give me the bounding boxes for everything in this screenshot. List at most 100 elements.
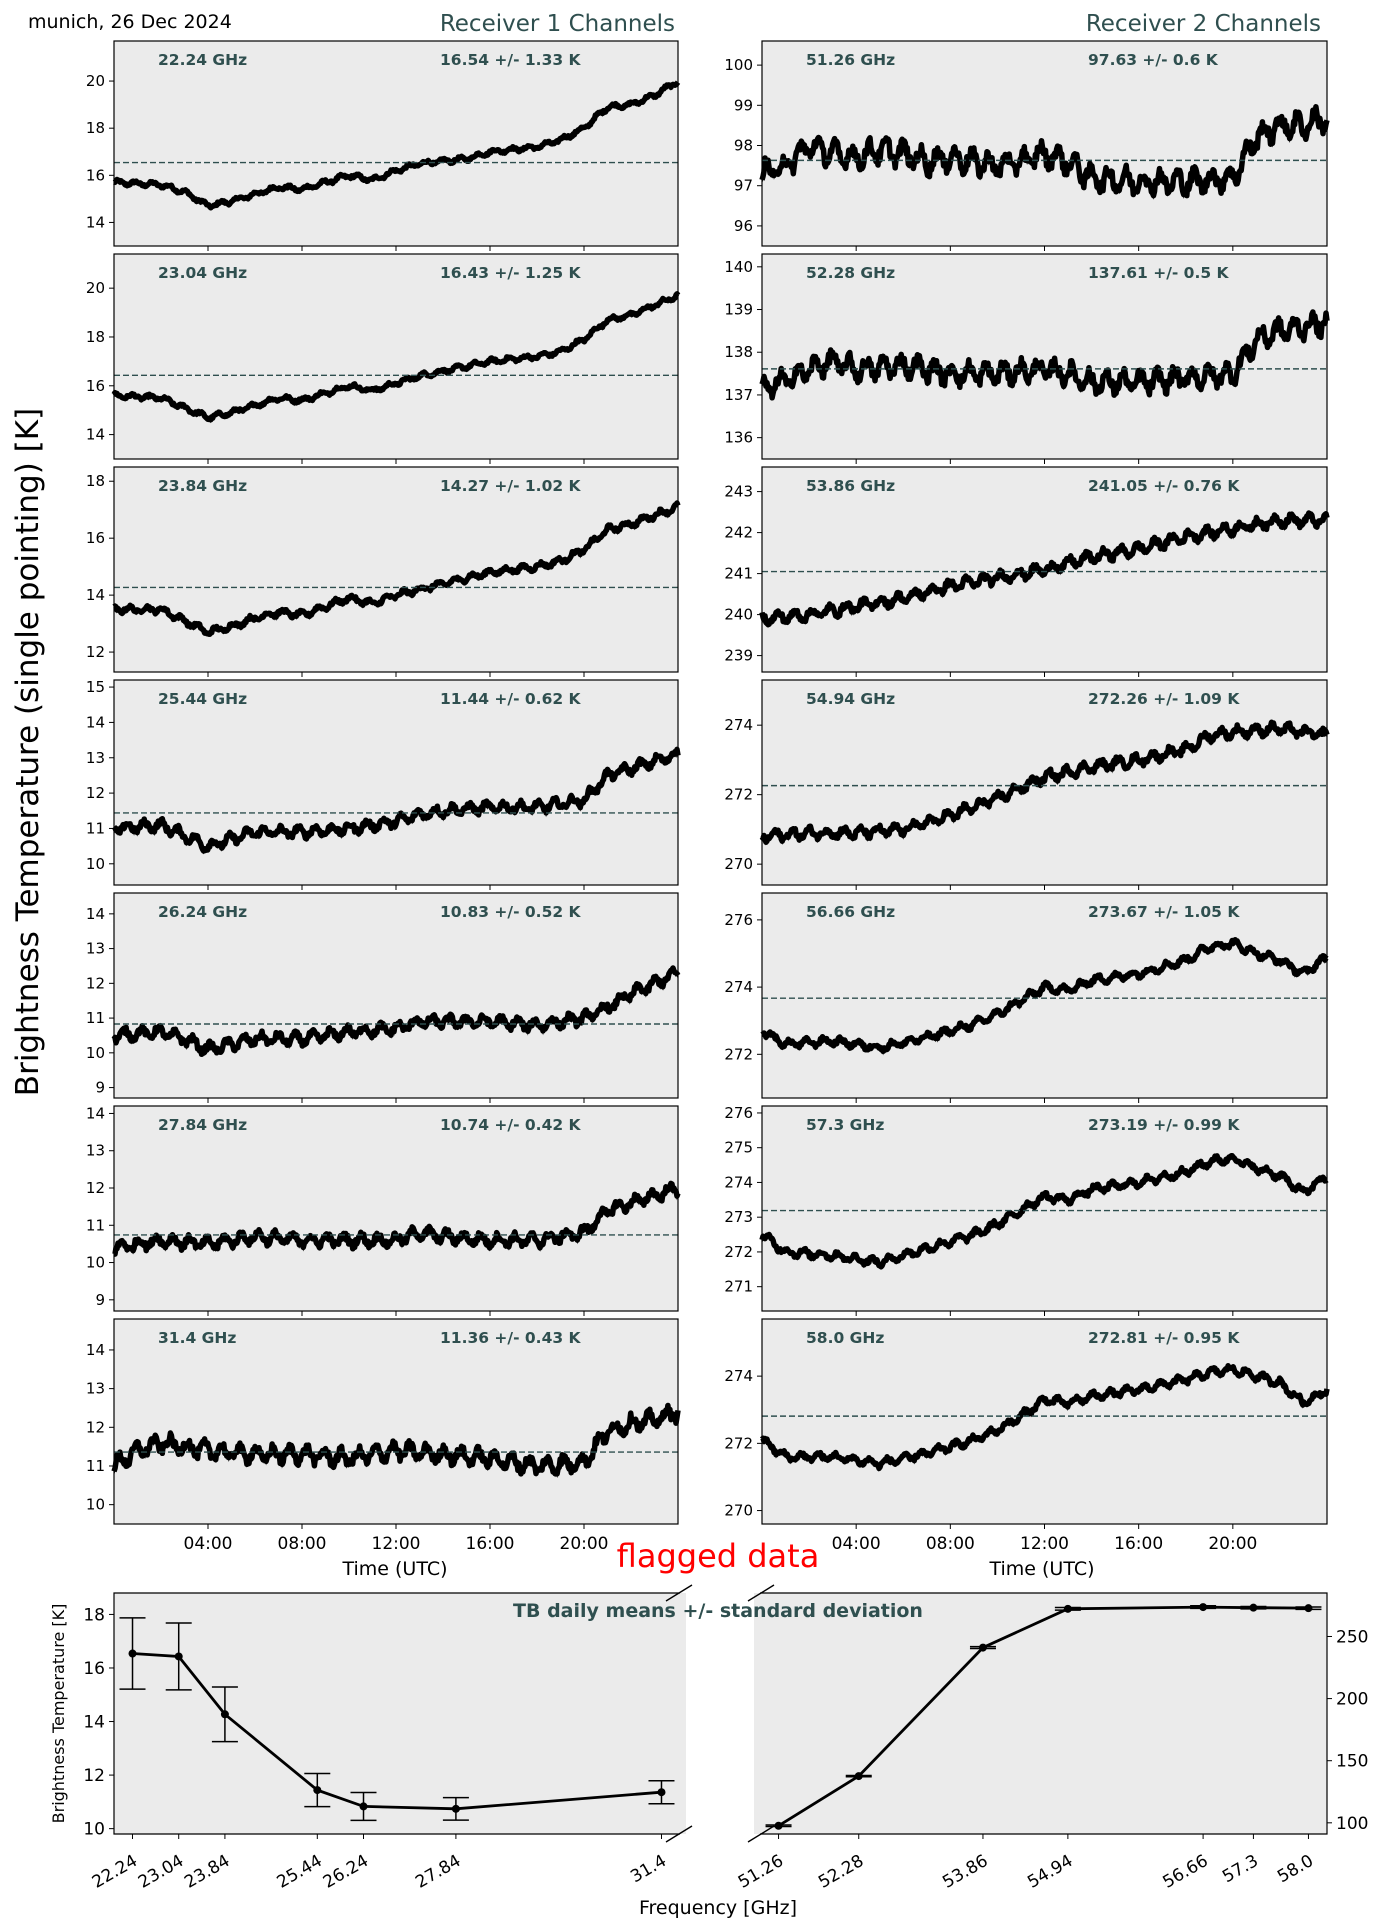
panel-58-0ghz: 270 272 274 58.0 GHz 272.81 +/- 0.95 K 04:00 0… <box>724 1318 1330 1554</box>
time-tick-label: 08:00 <box>278 1534 327 1554</box>
brightness-trace <box>112 500 681 637</box>
y-tick-label: 12 <box>86 643 105 661</box>
frequency-label: 56.66 GHz <box>806 903 895 921</box>
y-tick-label: 100 <box>1336 1814 1368 1834</box>
y-tick-label: 272 <box>724 1434 753 1452</box>
panel-background <box>114 254 678 459</box>
frequency-label: 57.3 GHz <box>806 1116 884 1134</box>
mean-point <box>1304 1604 1313 1613</box>
y-tick-label: 14 <box>86 213 105 231</box>
y-tick-label: 242 <box>724 524 753 542</box>
y-tick-label: 200 <box>1336 1690 1368 1710</box>
panel-background <box>114 1106 678 1311</box>
panel-53-86ghz: 239 240 241 242 243 53.86 GHz 241.05 +/- 0.76 … <box>724 466 1330 677</box>
time-tick-label: 04:00 <box>184 1534 233 1554</box>
y-tick-label: 9 <box>95 1079 105 1097</box>
y-tick-label: 11 <box>86 1216 105 1234</box>
panel-26-24ghz: 9 10 11 12 13 14 26.24 GHz 10.83 +/- 0.52 K <box>86 892 681 1103</box>
time-tick-label: 20:00 <box>1208 1534 1257 1554</box>
y-tick-label: 11 <box>86 1009 105 1027</box>
frequency-label: 25.44 GHz <box>158 690 247 708</box>
brightness-trace-jitter <box>761 311 1328 400</box>
y-tick-label: 15 <box>86 678 105 696</box>
brightness-trace-jitter <box>113 294 679 424</box>
mean-std-label: 16.43 +/- 1.25 K <box>440 264 582 282</box>
y-tick-label: 273 <box>724 1208 753 1226</box>
axis-break-gap <box>686 1591 754 1838</box>
frequency-tick-label: 22.24 <box>89 1851 141 1893</box>
panel-background <box>762 1319 1327 1524</box>
y-tick-label: 271 <box>724 1278 753 1296</box>
y-tick-label: 14 <box>86 713 105 731</box>
axis-break-mark <box>747 1584 775 1602</box>
brightness-trace-jitter <box>761 1157 1328 1270</box>
y-tick-label: 12 <box>86 784 105 802</box>
y-tick-label: 138 <box>724 343 753 361</box>
y-tick-label: 16 <box>86 377 105 395</box>
frequency-label: 22.24 GHz <box>158 51 247 69</box>
mean-std-label: 137.61 +/- 0.5 K <box>1088 264 1230 282</box>
frequency-tick-label: 26.24 <box>320 1851 372 1893</box>
panel-23-04ghz: 14 16 18 20 23.04 GHz 16.43 +/- 1.25 K <box>86 253 681 464</box>
frequency-label: 23.84 GHz <box>158 477 247 495</box>
y-tick-label: 14 <box>86 905 105 923</box>
y-tick-label: 241 <box>724 565 753 583</box>
y-tick-label: 18 <box>83 1605 105 1625</box>
y-tick-label: 240 <box>724 606 753 624</box>
brightness-trace <box>111 291 681 423</box>
frequency-label: 31.4 GHz <box>158 1329 236 1347</box>
panel-31-4ghz: 10 11 12 13 14 31.4 GHz 11.36 +/- 0.43 K 04:00 0… <box>86 1318 681 1554</box>
mean-std-label: 11.36 +/- 0.43 K <box>440 1329 582 1347</box>
left-axis-frame <box>113 1592 680 1835</box>
y-tick-label: 16 <box>83 1659 105 1679</box>
y-tick-label: 13 <box>86 940 105 958</box>
receiver-panels: 14 16 18 20 22.24 GHz 16.54 +/- 1.33 K 14 16 18 2… <box>86 40 1330 1554</box>
y-tick-label: 13 <box>86 749 105 767</box>
y-tick-label: 20 <box>86 72 105 90</box>
panel-background <box>762 1106 1327 1311</box>
mean-std-label: 273.19 +/- 0.99 K <box>1088 1116 1240 1134</box>
flagged-data-label: flagged data <box>617 1537 820 1575</box>
mean-std-label: 273.67 +/- 1.05 K <box>1088 903 1240 921</box>
y-tick-label: 14 <box>86 1104 105 1122</box>
brightness-trace-jitter <box>113 968 679 1057</box>
brightness-trace <box>759 1363 1330 1472</box>
panel-background <box>114 41 678 246</box>
time-tick-label: 16:00 <box>1114 1534 1163 1554</box>
mean-std-label: 11.44 +/- 0.62 K <box>440 690 582 708</box>
y-tick-label: 14 <box>86 586 105 604</box>
y-tick-label: 274 <box>724 1173 753 1191</box>
y-tick-label: 276 <box>724 1104 753 1122</box>
global-ylabel: Brightness Temperature (single pointing)… <box>10 408 46 1096</box>
y-tick-label: 11 <box>86 819 105 837</box>
y-tick-label: 10 <box>86 1044 105 1062</box>
panel-25-44ghz: 10 11 12 13 14 15 25.44 GHz 11.44 +/- 0.62 K <box>86 678 681 890</box>
time-tick-label: 12:00 <box>1020 1534 1069 1554</box>
summary-title: TB daily means +/- standard deviation <box>513 1600 923 1622</box>
y-tick-label: 10 <box>86 1254 105 1272</box>
time-tick-label: 20:00 <box>560 1534 609 1554</box>
y-tick-label: 11 <box>86 1457 105 1475</box>
frequency-tick-label: 57.3 <box>1219 1851 1262 1887</box>
time-tick-label: 08:00 <box>926 1534 975 1554</box>
panel-23-84ghz: 12 14 16 18 23.84 GHz 14.27 +/- 1.02 K <box>86 466 681 677</box>
brightness-trace-jitter <box>113 83 679 211</box>
mean-std-label: 97.63 +/- 0.6 K <box>1088 51 1219 69</box>
frequency-label: 27.84 GHz <box>158 1116 247 1134</box>
y-tick-label: 239 <box>724 647 753 665</box>
panel-57-3ghz: 271 272 273 274 275 276 57.3 GHz 273.19 +/- 0.9… <box>724 1104 1329 1316</box>
y-tick-label: 272 <box>724 1045 753 1063</box>
brightness-trace <box>760 936 1329 1055</box>
panel-background <box>762 893 1327 1098</box>
brightness-trace <box>759 309 1330 401</box>
brightness-trace-jitter <box>113 1407 679 1479</box>
y-tick-label: 20 <box>86 279 105 297</box>
frequency-label: 23.04 GHz <box>158 264 247 282</box>
y-tick-label: 14 <box>86 426 105 444</box>
y-tick-label: 250 <box>1336 1627 1368 1647</box>
y-tick-label: 97 <box>734 177 753 195</box>
time-tick-label: 12:00 <box>372 1534 421 1554</box>
brightness-trace-jitter <box>761 940 1328 1056</box>
y-tick-label: 18 <box>86 472 105 490</box>
